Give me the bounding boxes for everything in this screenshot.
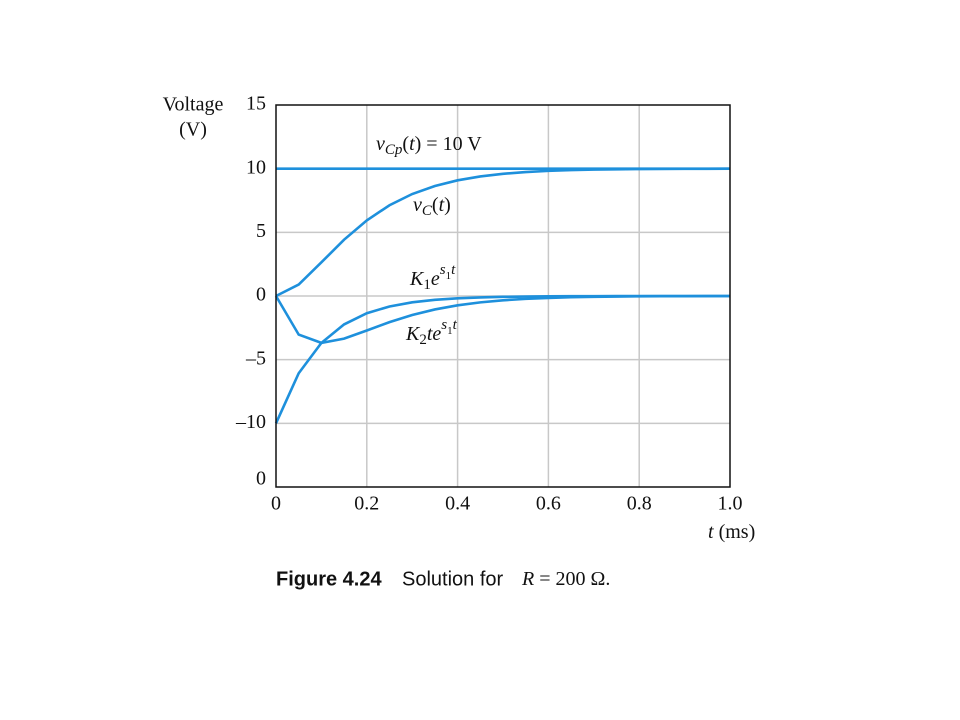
caption-label: Figure 4.24 <box>276 568 382 590</box>
caption-math: R = 200 Ω. <box>521 568 610 590</box>
x-axis-title-part: (ms) <box>714 521 756 543</box>
label-part: t <box>409 133 415 155</box>
label-part: 2 <box>419 332 427 348</box>
y-axis-title: (V) <box>179 119 207 141</box>
label-part: t <box>453 317 458 333</box>
x-tick-label: 0 <box>271 493 281 515</box>
label-part: te <box>427 323 442 345</box>
label-part: t <box>439 194 445 216</box>
label-part: 1 <box>447 325 453 337</box>
y-tick-label: 15 <box>246 93 266 115</box>
label-part: e <box>431 268 440 290</box>
x-axis-title-part: t <box>708 521 714 543</box>
label-part: ) = 10 V <box>415 133 483 155</box>
x-tick-label: 0.4 <box>445 493 470 515</box>
y-tick-label: –10 <box>235 411 266 433</box>
x-tick-label: 0.6 <box>536 493 561 515</box>
label-part: K <box>409 268 425 290</box>
label-part: R <box>521 568 534 590</box>
series-label: K1es1t <box>409 262 456 293</box>
line-series <box>275 167 731 298</box>
y-axis-title: Voltage <box>163 94 224 116</box>
label-part: ) <box>444 194 451 216</box>
label-part: s <box>440 262 446 278</box>
x-tick-label: 1.0 <box>718 493 743 515</box>
label-part: ( <box>432 194 439 216</box>
label-part: ( <box>402 133 409 155</box>
series-label: vC(t) <box>413 194 451 220</box>
label-part: Cp <box>385 142 403 158</box>
x-tick-label: 0.8 <box>627 493 652 515</box>
y-tick-label: 0 <box>256 284 266 306</box>
caption-text: Solution for <box>402 568 504 590</box>
label-part: K <box>405 323 421 345</box>
label-part: v <box>376 133 385 155</box>
label-part: s <box>441 317 447 333</box>
series-label: K2tes1t <box>405 317 458 348</box>
x-tick-label: 0.2 <box>354 493 379 515</box>
x-axis-title: t (ms) <box>708 521 755 543</box>
y-tick-label: –5 <box>245 347 266 369</box>
plot-frame <box>275 104 731 488</box>
y-tick-label: 5 <box>256 220 266 242</box>
label-part: 1 <box>446 270 452 282</box>
label-part: v <box>413 194 422 216</box>
series-label: vCp(t) = 10 V <box>376 133 482 159</box>
label-part: 1 <box>423 277 431 293</box>
label-part: C <box>422 203 433 219</box>
label-part: t <box>451 262 456 278</box>
y-tick-label: 0 <box>256 468 266 490</box>
y-tick-label: 10 <box>246 156 266 178</box>
label-part: = 200 Ω. <box>534 568 610 590</box>
line-series <box>274 294 731 345</box>
